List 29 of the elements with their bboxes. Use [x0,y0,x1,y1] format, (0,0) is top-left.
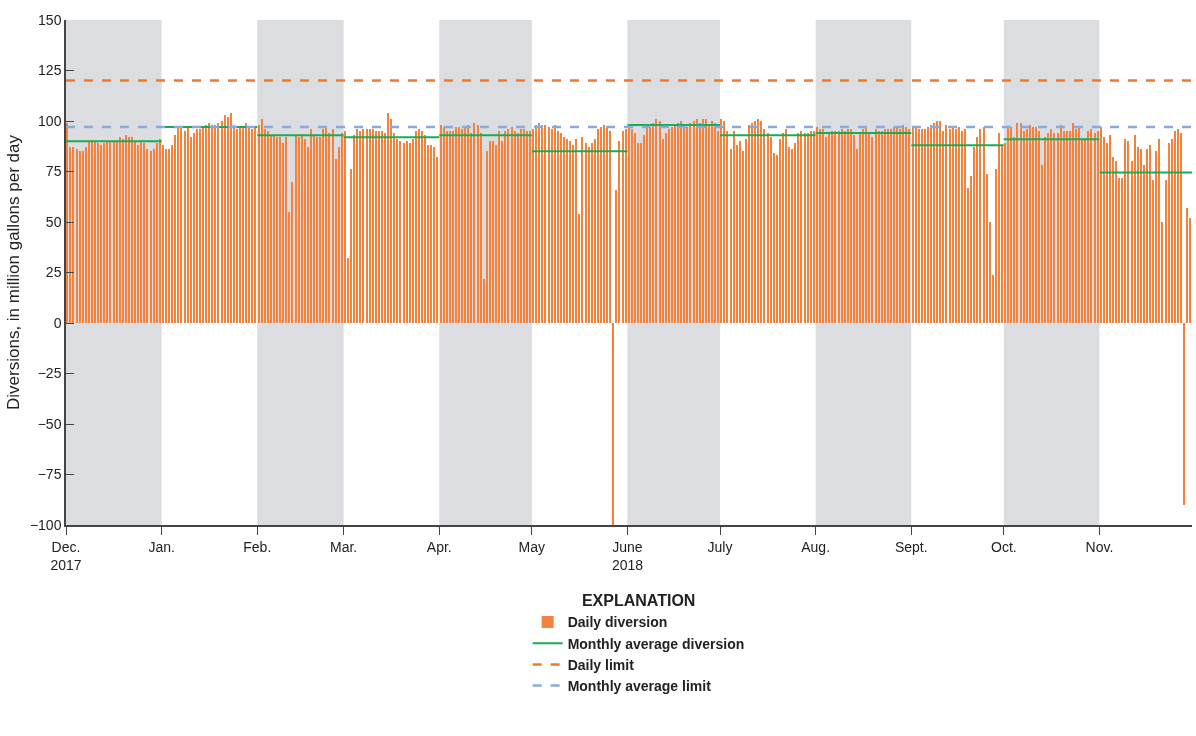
y-tick-label: 125 [38,62,62,79]
x-tick-label: July [707,538,733,555]
x-tick-label: Apr. [426,538,452,555]
x-tick-label: Aug. [801,538,831,555]
x-tick-label: Sept. [894,538,928,555]
y-tick-label: 25 [45,264,62,281]
x-tick-label: Feb. [243,538,272,555]
y-tick-label: 150 [38,11,62,28]
y-axis-title: Diversions, in million gallons per day [3,134,23,410]
y-tick-label: 50 [45,213,62,230]
x-tick-label: Jan. [148,538,175,555]
legend-label: Monthly average diversion [567,635,745,652]
x-tick-label: June 2018 [611,538,644,573]
x-tick-label: Oct. [990,538,1017,555]
y-tick-label: −50 [37,415,62,432]
y-tick-label: 100 [38,112,62,129]
legend-title: EXPLANATION [581,592,696,610]
x-tick-label: Nov. [1085,538,1114,555]
x-tick-label: Mar. [330,538,358,555]
legend-label: Daily diversion [567,614,668,631]
x-tick-label: Dec. 2017 [50,538,82,573]
y-tick-label: −25 [37,365,62,382]
y-tick-label: 0 [53,314,62,331]
legend-label: Daily limit [567,656,635,673]
x-tick-label: May [518,538,546,555]
y-tick-label: 75 [45,163,62,180]
legend-label: Monthly average limit [567,678,712,695]
y-tick-label: −100 [29,516,62,533]
y-tick-label: −75 [37,466,62,483]
